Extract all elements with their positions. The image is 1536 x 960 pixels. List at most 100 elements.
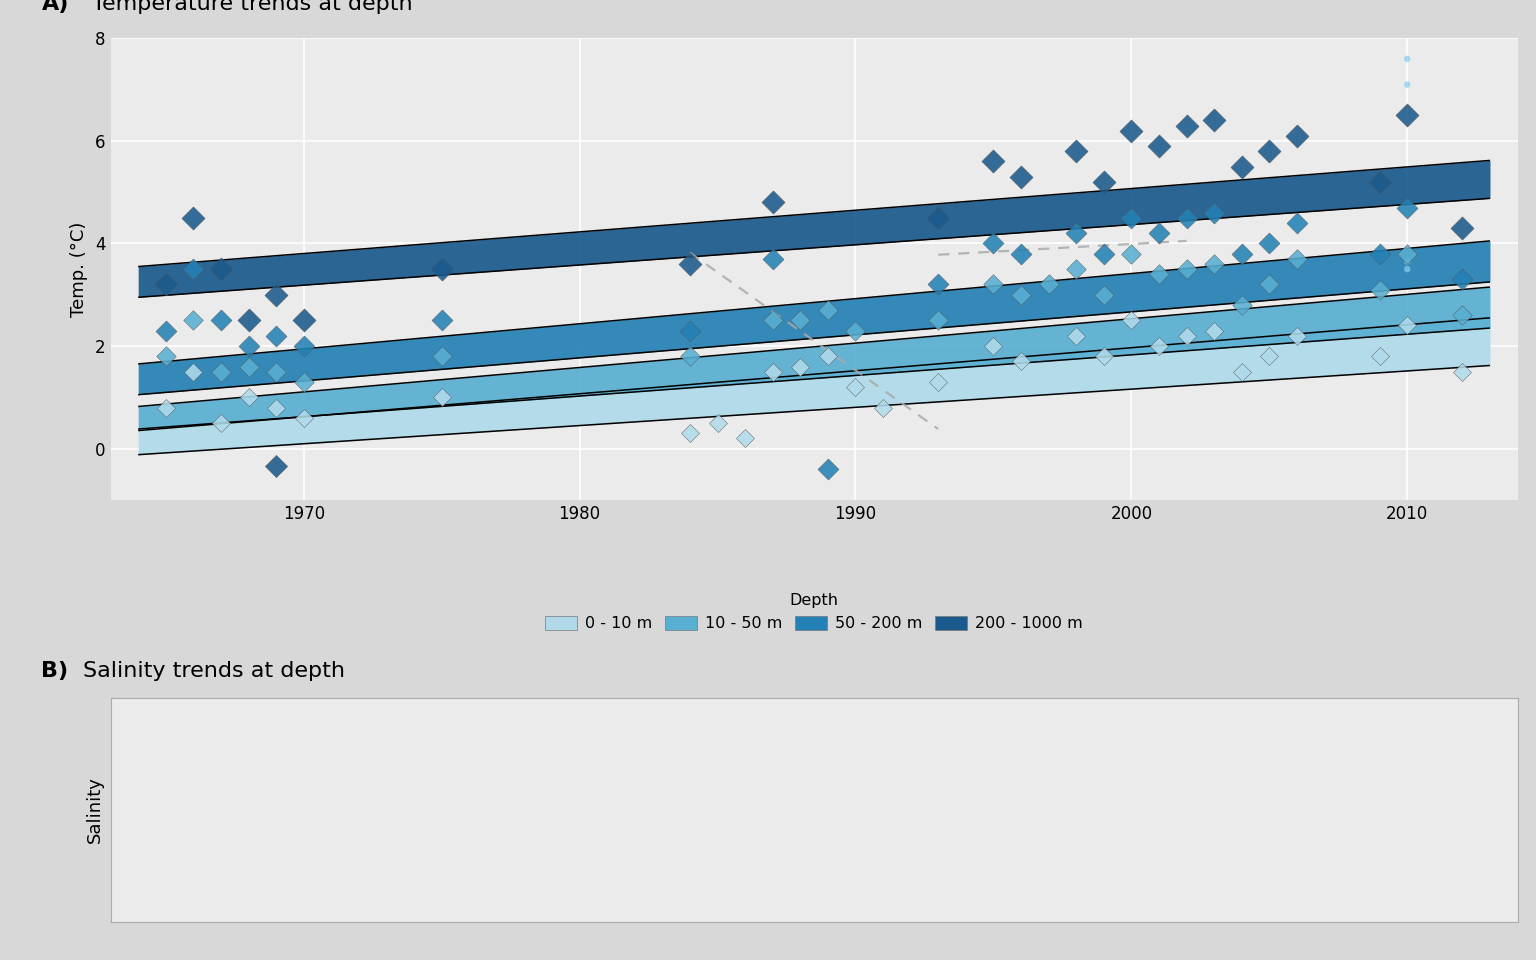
Point <box>209 364 233 379</box>
Point <box>705 416 730 431</box>
Y-axis label: Temp. (°C): Temp. (°C) <box>71 222 88 317</box>
Legend: 0 - 10 m, 10 - 50 m, 50 - 200 m, 200 - 1000 m: 0 - 10 m, 10 - 50 m, 50 - 200 m, 200 - 1… <box>539 587 1089 637</box>
Point <box>982 154 1006 169</box>
Point <box>181 261 206 276</box>
Point <box>1201 205 1226 221</box>
Point <box>181 313 206 328</box>
Point <box>430 261 455 276</box>
Point <box>292 313 316 328</box>
Point <box>1064 226 1089 241</box>
Point <box>1147 267 1172 282</box>
Point <box>154 323 178 338</box>
Point <box>760 252 785 267</box>
Point <box>1229 159 1253 175</box>
Point <box>1147 338 1172 353</box>
Point <box>430 390 455 405</box>
Point <box>1367 246 1392 261</box>
Point <box>292 338 316 353</box>
Point <box>816 462 840 477</box>
Point <box>1395 318 1419 333</box>
Point <box>1120 123 1144 138</box>
Text: Temperature trends at depth: Temperature trends at depth <box>92 0 413 14</box>
Point <box>760 364 785 379</box>
Point <box>264 328 289 344</box>
Point <box>982 276 1006 292</box>
Point <box>1120 246 1144 261</box>
Point <box>1450 307 1475 323</box>
Point <box>1174 328 1198 344</box>
Point <box>843 379 868 395</box>
Point <box>1367 175 1392 190</box>
Point <box>1229 246 1253 261</box>
Point <box>237 338 261 353</box>
Point <box>1201 256 1226 272</box>
Point <box>816 348 840 364</box>
Point <box>1092 287 1117 302</box>
Point <box>982 338 1006 353</box>
Point <box>209 416 233 431</box>
Point <box>926 210 951 226</box>
Point <box>1395 77 1419 92</box>
Point <box>1229 298 1253 313</box>
Point <box>1284 328 1309 344</box>
Point <box>181 364 206 379</box>
Point <box>1037 276 1061 292</box>
Point <box>1395 51 1419 66</box>
Point <box>292 410 316 425</box>
Point <box>154 399 178 415</box>
Point <box>1092 246 1117 261</box>
Point <box>1120 210 1144 226</box>
Point <box>264 364 289 379</box>
Point <box>733 431 757 446</box>
Point <box>843 323 868 338</box>
Point <box>1450 364 1475 379</box>
Point <box>1395 200 1419 215</box>
Point <box>1256 143 1281 158</box>
Point <box>1147 226 1172 241</box>
Point <box>788 313 813 328</box>
Point <box>760 313 785 328</box>
Point <box>677 348 702 364</box>
Point <box>816 302 840 318</box>
Point <box>1009 287 1034 302</box>
Point <box>982 236 1006 252</box>
Point <box>237 359 261 374</box>
Text: Salinity trends at depth: Salinity trends at depth <box>83 661 346 681</box>
Point <box>1256 348 1281 364</box>
Point <box>264 459 289 474</box>
Point <box>1174 261 1198 276</box>
Point <box>1009 353 1034 369</box>
Point <box>1201 323 1226 338</box>
Point <box>430 313 455 328</box>
Point <box>1395 261 1419 276</box>
Point <box>1284 215 1309 230</box>
Point <box>1009 169 1034 184</box>
Point <box>1064 261 1089 276</box>
Point <box>1395 246 1419 261</box>
Point <box>677 425 702 441</box>
Point <box>209 313 233 328</box>
Point <box>237 313 261 328</box>
Point <box>677 256 702 272</box>
Point <box>1201 112 1226 128</box>
Point <box>1064 328 1089 344</box>
Point <box>1174 210 1198 226</box>
Point <box>1395 253 1419 269</box>
Point <box>1092 175 1117 190</box>
Point <box>1009 246 1034 261</box>
Point <box>926 313 951 328</box>
Point <box>264 399 289 415</box>
Point <box>1256 276 1281 292</box>
Point <box>154 276 178 292</box>
Point <box>1450 221 1475 236</box>
Point <box>1450 272 1475 287</box>
Text: B): B) <box>41 661 69 681</box>
Point <box>237 390 261 405</box>
Point <box>1174 118 1198 133</box>
Point <box>871 399 895 415</box>
Point <box>1284 252 1309 267</box>
Point <box>1147 138 1172 154</box>
Point <box>677 323 702 338</box>
Point <box>760 195 785 210</box>
Point <box>209 261 233 276</box>
